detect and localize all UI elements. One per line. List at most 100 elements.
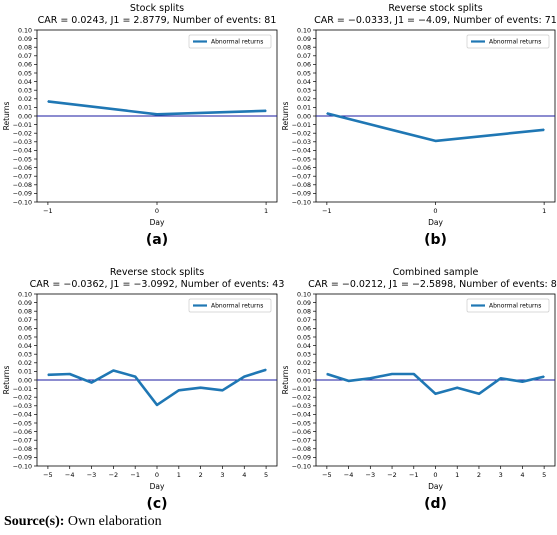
series-line-abnormal-returns — [47, 100, 267, 116]
x-axis-label: Day — [150, 218, 165, 227]
legend-box — [466, 298, 550, 313]
y-tick-label: 0.08 — [297, 45, 311, 52]
x-tick-label: −1 — [43, 207, 53, 215]
y-tick-label: 0.09 — [297, 300, 311, 307]
data-point — [326, 112, 328, 115]
y-tick-label: −0.04 — [292, 148, 311, 155]
y-tick-label: 0.10 — [297, 27, 311, 34]
y-tick-label: 0.04 — [297, 343, 311, 350]
y-tick-label: 0.02 — [18, 96, 32, 103]
y-tick-label: −0.05 — [13, 420, 32, 427]
x-tick-label: 2 — [477, 471, 481, 479]
y-tick-label: 0.03 — [18, 88, 32, 95]
data-point — [500, 377, 502, 379]
chart-title: Reverse stock splits — [110, 267, 204, 278]
legend: Abnormal returns — [466, 34, 550, 49]
y-tick-label: 0.00 — [297, 377, 311, 384]
y-axis-label: Returns — [2, 102, 11, 131]
y-tick-label: 0.10 — [18, 27, 32, 34]
y-tick-label: −0.08 — [13, 182, 32, 189]
x-tick-label: 5 — [542, 471, 546, 479]
y-axis-label: Returns — [281, 366, 290, 395]
data-point — [156, 404, 158, 406]
legend-label: Abnormal returns — [489, 39, 541, 46]
y-tick-label: −0.05 — [13, 156, 32, 163]
x-tick-label: 1 — [264, 207, 268, 215]
data-point — [347, 380, 350, 382]
y-tick-label: 0.00 — [18, 377, 32, 384]
data-point — [456, 387, 458, 389]
data-point — [265, 110, 267, 112]
y-tick-label: −0.02 — [13, 131, 32, 138]
y-tick-label: −0.10 — [292, 463, 311, 470]
y-tick-label: 0.01 — [18, 105, 32, 112]
panel-label: (b) — [424, 232, 447, 248]
x-tick-label: −2 — [109, 471, 119, 479]
y-tick-label: −0.05 — [292, 156, 311, 163]
chart-subtitle: CAR = −0.0333, J1 = −4.09, Number of eve… — [314, 15, 557, 26]
y-tick-label: −0.09 — [292, 191, 311, 198]
y-tick-label: −0.10 — [13, 199, 32, 206]
y-tick-label: 0.02 — [297, 360, 311, 367]
y-tick-label: −0.01 — [13, 386, 32, 393]
series-line-abnormal-returns — [326, 112, 545, 143]
y-tick-label: −0.09 — [292, 455, 311, 462]
y-tick-label: 0.03 — [297, 352, 311, 359]
y-tick-label: 0.06 — [297, 326, 311, 333]
y-tick-label: −0.06 — [292, 165, 311, 172]
y-tick-label: 0.05 — [297, 334, 311, 341]
y-tick-label: 0.03 — [18, 352, 32, 359]
x-tick-label: −4 — [344, 471, 354, 479]
data-point — [243, 375, 245, 378]
y-tick-label: 0.09 — [18, 300, 32, 307]
y-tick-label: −0.10 — [13, 463, 32, 470]
y-tick-label: 0.08 — [297, 309, 311, 316]
x-tick-label: 2 — [199, 471, 203, 479]
legend-label: Abnormal returns — [211, 39, 263, 46]
x-tick-label: 1 — [177, 471, 181, 479]
y-tick-label: −0.02 — [292, 395, 311, 402]
x-tick-label: −2 — [387, 471, 397, 479]
data-point — [47, 100, 49, 102]
y-tick-label: −0.06 — [13, 429, 32, 436]
y-tick-label: −0.03 — [13, 403, 32, 410]
y-tick-label: 0.01 — [18, 369, 32, 376]
x-tick-label: 4 — [242, 471, 246, 479]
series-line-abnormal-returns — [326, 372, 545, 396]
y-tick-label: −0.04 — [292, 412, 311, 419]
x-tick-label: −1 — [409, 471, 419, 479]
y-tick-label: 0.05 — [18, 70, 32, 77]
data-point — [47, 374, 49, 376]
y-tick-label: 0.10 — [297, 291, 311, 298]
y-tick-label: −0.03 — [13, 139, 32, 146]
y-tick-label: 0.09 — [18, 36, 32, 43]
data-point — [156, 113, 158, 115]
chart-subtitle: CAR = −0.0362, J1 = −3.0992, Number of e… — [30, 279, 285, 290]
data-point — [478, 393, 480, 395]
x-axis-label: Day — [428, 218, 443, 227]
y-tick-label: −0.07 — [13, 438, 32, 445]
y-tick-label: −0.02 — [13, 395, 32, 402]
x-axis-label: Day — [150, 482, 165, 491]
legend: Abnormal returns — [188, 298, 272, 313]
x-tick-label: 1 — [542, 207, 546, 215]
data-point — [178, 389, 180, 391]
y-tick-label: 0.04 — [18, 79, 32, 86]
panel-label: (d) — [424, 496, 447, 512]
source-caption: Source(s): Own elaboration — [4, 514, 162, 530]
y-tick-label: −0.05 — [292, 420, 311, 427]
y-tick-label: 0.00 — [297, 113, 311, 120]
data-point — [434, 140, 437, 142]
y-tick-label: −0.06 — [13, 165, 32, 172]
source-text: Own elaboration — [64, 514, 162, 529]
y-tick-label: −0.10 — [292, 199, 311, 206]
legend-label: Abnormal returns — [211, 303, 263, 310]
data-point — [413, 373, 415, 375]
x-tick-label: 0 — [433, 207, 437, 215]
y-tick-label: −0.08 — [13, 446, 32, 453]
y-tick-label: 0.05 — [297, 70, 311, 77]
data-point — [521, 381, 524, 383]
